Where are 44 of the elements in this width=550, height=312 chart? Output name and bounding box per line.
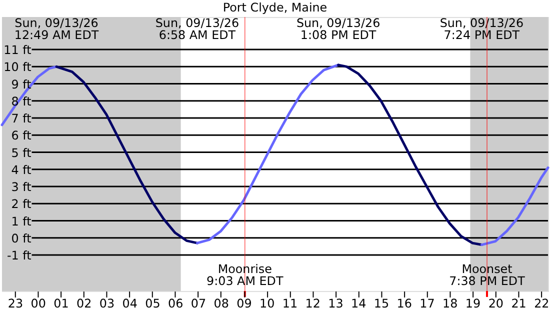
x-tick-label: 06	[168, 296, 184, 310]
ref-line-label: Moonrise 9:03 AM EDT	[206, 262, 284, 288]
x-tick-label: 21	[511, 296, 526, 310]
x-tick-label: 18	[442, 296, 458, 310]
y-tick-label: 4 ft	[11, 162, 32, 177]
annotation: Sun, 09/13/26 1:08 PM EDT	[296, 16, 380, 42]
x-tick-label: 10	[260, 296, 275, 310]
x-tick-label: 13	[328, 296, 344, 310]
annotation: Sun, 09/13/26 6:58 AM EDT	[155, 16, 240, 42]
y-tick-label: 11 ft	[4, 43, 32, 58]
y-tick-label: 7 ft	[11, 112, 32, 126]
x-tick-label: 23	[8, 296, 24, 310]
x-tick-label: 09	[236, 296, 252, 310]
y-tick-label: 0 ft	[11, 231, 32, 246]
x-tick-label: 16	[396, 296, 412, 310]
y-tick-label: 5 ft	[11, 146, 32, 160]
y-tick-label: 3 ft	[11, 180, 32, 194]
x-tick-label: 02	[76, 296, 92, 310]
annotation: Sun, 09/13/26 12:49 AM EDT	[14, 16, 100, 42]
y-tick-label: 8 ft	[11, 94, 32, 108]
x-tick-label: 05	[145, 296, 160, 310]
x-tick-label: 01	[54, 296, 69, 310]
x-tick-label: 11	[282, 296, 298, 310]
x-tick-label: 08	[214, 296, 229, 310]
ref-line-label: Moonset 7:38 PM EDT	[449, 262, 526, 288]
x-tick-label: 07	[190, 296, 206, 310]
y-tick-label: 10 ft	[4, 60, 32, 74]
x-tick-label: 15	[374, 296, 390, 310]
x-tick-label: 19	[465, 296, 481, 310]
annotation: Sun, 09/13/26 7:24 PM EDT	[440, 16, 524, 42]
x-tick-label: 14	[351, 296, 366, 310]
x-tick-label: 17	[420, 296, 435, 310]
x-tick-label: 03	[99, 296, 115, 310]
chart-title: Port Clyde, Maine	[222, 0, 328, 15]
y-tick-label: 6 ft	[11, 128, 32, 143]
x-tick-label: 00	[30, 296, 46, 310]
x-tick-label: 12	[305, 296, 320, 310]
y-tick-label: 9 ft	[11, 77, 32, 92]
y-tick-label: 2 ft	[11, 197, 32, 212]
y-tick-label: -1 ft	[6, 248, 32, 263]
x-tick-label: 20	[488, 296, 504, 310]
y-tick-label: 1 ft	[11, 214, 32, 228]
x-tick-label: 22	[534, 296, 550, 310]
x-tick-label: 04	[122, 296, 138, 310]
